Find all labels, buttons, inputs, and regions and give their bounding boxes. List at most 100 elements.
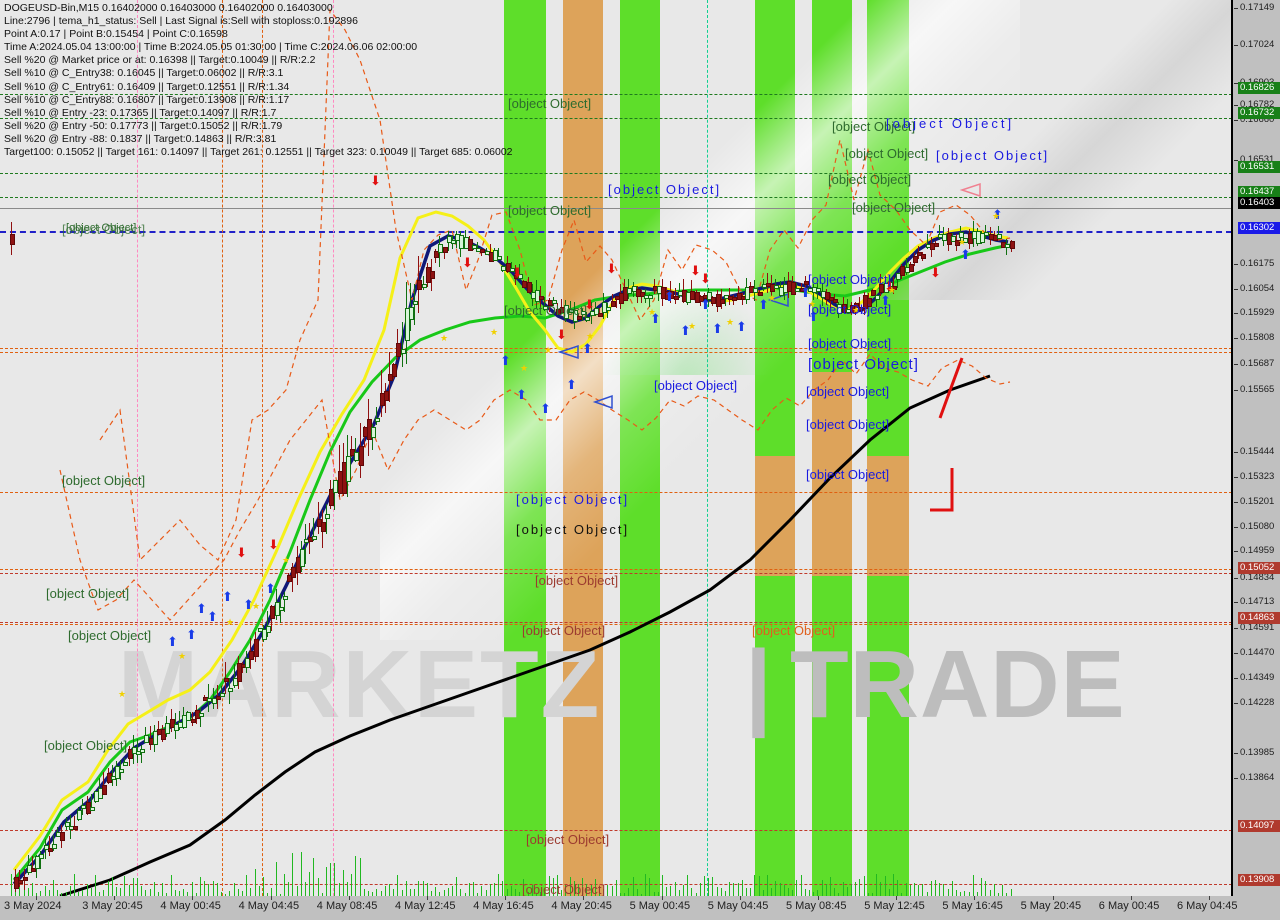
- volume-bar: [762, 890, 764, 896]
- candle: [89, 806, 95, 811]
- candle: [493, 250, 498, 261]
- candle: [707, 292, 713, 300]
- volume-bar: [683, 885, 684, 896]
- time-axis[interactable]: 3 May 2024 3 May 20:45 4 May 00:45 4 May 04…: [0, 896, 1280, 920]
- volume-bar: [968, 891, 970, 896]
- volume-bar: [649, 878, 651, 896]
- volume-bar: [359, 857, 361, 896]
- volume-bar: [498, 874, 500, 896]
- blue-pointer-icon: [592, 394, 613, 410]
- sell-signal-arrow-icon: ⬇: [236, 545, 247, 560]
- fractal-star-icon: ★: [118, 689, 127, 699]
- header-line: Sell %20 @ Entry -50: 0.17773 || Target:…: [4, 119, 283, 132]
- candle: [980, 233, 986, 243]
- volume-bar: [149, 889, 151, 896]
- candle-wick: [855, 302, 857, 315]
- price-chart-canvas[interactable]: MARKETZ | TRADE: [0, 0, 1232, 897]
- volume-bar: [351, 874, 353, 896]
- candle: [278, 607, 284, 612]
- volume-bar: [292, 852, 294, 896]
- volume-bar: [485, 890, 487, 896]
- header-line: Sell %10 @ C_Entry61: 0.16409 || Target:…: [4, 80, 290, 93]
- candle: [18, 880, 24, 885]
- volume-bar: [842, 882, 844, 896]
- sell-signal-arrow-icon: ⬇: [930, 265, 941, 280]
- header-line: Target100: 0.15052 || Target 161: 0.1409…: [4, 146, 513, 159]
- price-tick: 0.17024: [1233, 39, 1280, 51]
- volume-bar: [729, 881, 731, 896]
- buy-signal-arrow-icon: ⬆: [712, 321, 723, 336]
- price-tick: 0.15808: [1233, 332, 1280, 344]
- volume-bar: [431, 891, 432, 896]
- volume-bar: [599, 893, 600, 896]
- volume-bar: [670, 885, 672, 896]
- volume-bar: [191, 882, 193, 896]
- candle: [127, 749, 133, 760]
- price-tick: 0.15929: [1233, 307, 1280, 319]
- candle: [220, 692, 225, 697]
- volume-bar: [943, 884, 945, 896]
- volume-bar: [699, 882, 701, 896]
- candle-wick: [124, 757, 126, 766]
- volume-bar: [32, 882, 33, 896]
- volume-bar: [632, 876, 634, 896]
- candle: [77, 810, 83, 820]
- candle: [329, 489, 335, 507]
- header-line: Sell %20 @ Entry -88: 0.1837 || Target:0…: [4, 132, 277, 145]
- price-tag-green: 0.16826: [1238, 82, 1280, 94]
- buy-signal-arrow-icon: ⬆: [700, 297, 711, 312]
- time-tick-label: 5 May 04:45: [707, 900, 769, 912]
- candle-wick: [544, 297, 546, 312]
- fractal-star-icon: ★: [958, 237, 967, 247]
- fractal-star-icon: ★: [282, 555, 291, 565]
- volume-bar: [552, 877, 554, 896]
- time-tick-label: 3 May 2024: [4, 900, 62, 912]
- candle: [887, 282, 893, 287]
- price-tick: 0.13985: [1233, 747, 1280, 759]
- candle: [673, 295, 679, 301]
- volume-bar: [716, 886, 718, 896]
- annotation-new-buy-wave: [object Object]: [654, 378, 738, 393]
- event-line-orange: [222, 0, 223, 896]
- volume-bar: [704, 875, 705, 896]
- volume-bar: [74, 874, 75, 896]
- volume-bar: [334, 863, 336, 896]
- candle: [10, 234, 15, 245]
- volume-bar: [162, 883, 164, 896]
- volume-bar: [611, 886, 613, 896]
- candle-wick: [53, 834, 54, 852]
- buy-signal-arrow-icon: ⬆: [186, 627, 197, 642]
- volume-bar: [389, 884, 390, 896]
- annotation-correction-38-2: [object Object]: [808, 272, 892, 287]
- time-tick-mark: [1052, 896, 1054, 900]
- volume-bar: [208, 883, 210, 896]
- price-tick: 0.15080: [1233, 521, 1280, 533]
- ma-black: [59, 374, 991, 896]
- fractal-star-icon: ★: [440, 333, 449, 343]
- volume-bar: [1006, 892, 1008, 896]
- volume-bar: [985, 881, 987, 896]
- volume-bar: [372, 891, 374, 896]
- annotation-correction-87-5: [object Object]: [808, 336, 892, 351]
- volume-bar: [158, 892, 159, 896]
- price-tick: 0.15444: [1233, 446, 1280, 458]
- volume-bar: [951, 881, 953, 896]
- volume-bar: [15, 892, 17, 896]
- volume-bar: [368, 890, 369, 896]
- event-line-orange: [262, 0, 263, 896]
- volume-bar: [1010, 888, 1012, 896]
- candle: [224, 678, 230, 683]
- candle: [753, 288, 759, 294]
- sell-signal-arrow-icon: ⬇: [462, 255, 473, 270]
- candle: [161, 729, 167, 740]
- candle-wick: [141, 745, 143, 764]
- time-tick-mark: [114, 896, 116, 900]
- fib-line-green: [0, 118, 1232, 119]
- volume-bar: [510, 885, 512, 896]
- time-tick-label: 6 May 00:45: [1098, 900, 1160, 912]
- candle-wick: [313, 518, 315, 541]
- price-tick: 0.16175: [1233, 258, 1280, 270]
- price-tick: 0.14349: [1233, 672, 1280, 684]
- candle-wick: [443, 246, 445, 259]
- price-axis[interactable]: 0.171490.170240.169030.167820.166600.165…: [1232, 0, 1280, 896]
